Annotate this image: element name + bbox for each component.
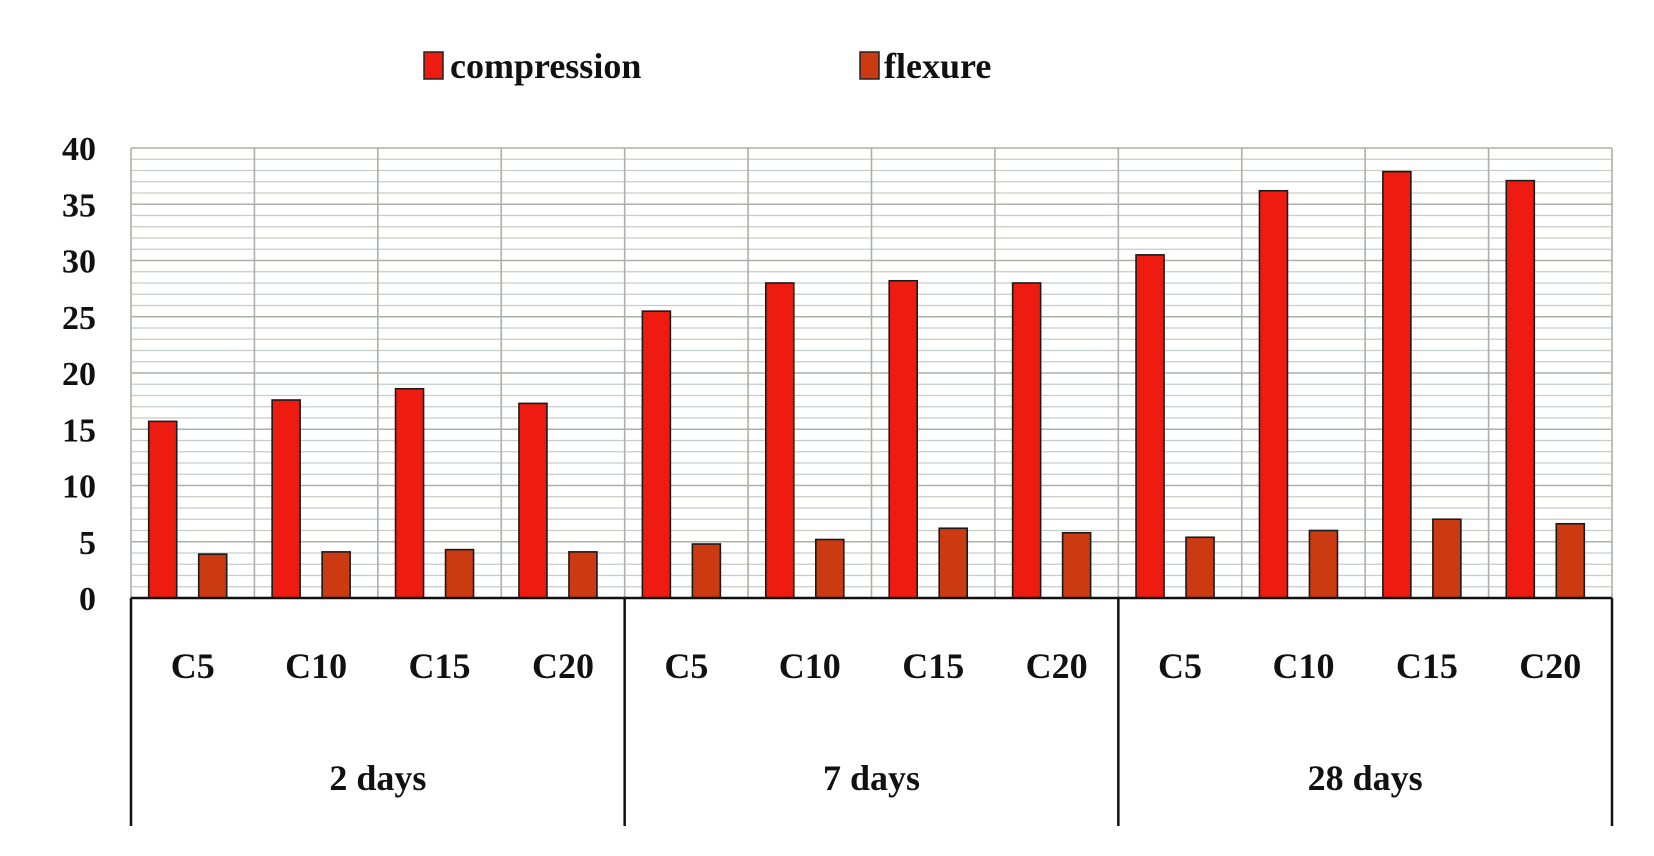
x-category-label: C5 <box>171 646 215 686</box>
bar-compression <box>888 279 919 599</box>
y-tick-label: 15 <box>62 412 96 449</box>
legend-label-compression: compression <box>450 46 641 86</box>
bar-compression <box>1505 179 1536 599</box>
bar-flexure <box>1432 518 1462 599</box>
x-category-label: C10 <box>779 646 841 686</box>
bar-compression <box>271 399 301 599</box>
x-category-label: C5 <box>664 646 708 686</box>
bar-flexure <box>444 548 475 599</box>
x-category-label: C15 <box>1396 646 1458 686</box>
y-tick-label: 10 <box>62 469 96 506</box>
x-category-label: C15 <box>902 646 964 686</box>
bar-compression <box>147 420 178 599</box>
y-tick-label: 35 <box>62 187 96 224</box>
bar-compression <box>518 402 548 599</box>
bar-compression <box>394 387 425 599</box>
bar-flexure <box>938 527 969 599</box>
bar-flexure <box>814 538 845 599</box>
bar-flexure <box>321 551 351 599</box>
y-tick-label: 5 <box>79 525 96 562</box>
x-category-label: C5 <box>1158 646 1202 686</box>
bar-flexure <box>1185 536 1215 599</box>
x-category-label: C20 <box>1519 646 1581 686</box>
x-group-label: 2 days <box>329 758 426 798</box>
x-category-label: C15 <box>409 646 471 686</box>
y-tick-label: 0 <box>79 581 96 618</box>
bar-flexure <box>1308 529 1339 599</box>
x-category-label: C20 <box>1026 646 1088 686</box>
x-category-label: C10 <box>1272 646 1334 686</box>
x-group-label: 7 days <box>823 758 920 798</box>
legend-label-flexure: flexure <box>884 46 991 86</box>
bar-compression <box>1258 189 1289 599</box>
x-category-label: C20 <box>532 646 594 686</box>
plot-area: 0 5 10 15 20 25 30 35 40 C5 C10 C15 C20 C5 C10 C15 C20 C5… <box>62 131 1614 826</box>
y-tick-label: 40 <box>62 131 96 168</box>
y-tick-label: 25 <box>62 300 96 337</box>
legend: compression flexure <box>423 46 991 86</box>
bar-flexure <box>1061 531 1092 599</box>
bar-flexure <box>1555 522 1586 599</box>
bar-compression <box>1011 282 1042 599</box>
x-group-label: 28 days <box>1308 758 1423 798</box>
bar-compression <box>764 282 795 599</box>
y-tick-label: 30 <box>62 244 96 281</box>
bar-flexure <box>691 543 722 599</box>
x-category-label: C10 <box>285 646 347 686</box>
bar-flexure <box>197 553 228 599</box>
legend-swatch-compression <box>423 51 444 80</box>
bar-flexure <box>568 551 598 599</box>
y-tick-label: 20 <box>62 356 96 393</box>
bar-compression <box>1135 254 1165 599</box>
bar-compression <box>1382 170 1412 599</box>
bar-compression <box>641 310 672 599</box>
legend-swatch-flexure <box>859 51 880 80</box>
